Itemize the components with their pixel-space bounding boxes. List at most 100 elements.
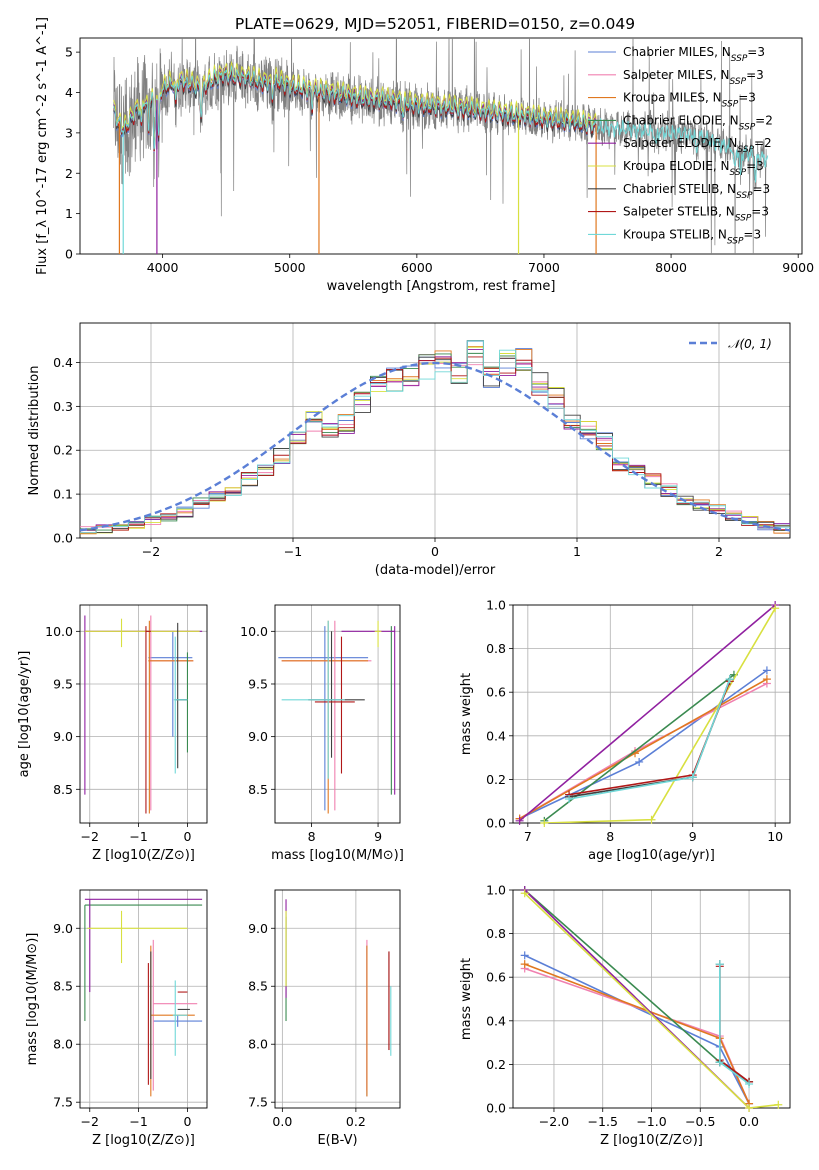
series-marker-5 — [774, 1100, 783, 1109]
legend-label-3: Chabrier ELODIE, NSSP=2 — [623, 113, 773, 132]
y-tick-label: 8.5 — [248, 782, 268, 797]
x-tick-label: 6000 — [401, 260, 433, 275]
series-marker-8 — [725, 675, 734, 684]
spectrum-legend: Chabrier MILES, NSSP=3 Salpeter MILES, NS… — [588, 45, 773, 246]
x-axis-label-massweight-vs-age: age [log10(age/yr)] — [588, 848, 715, 863]
x-tick-label: 0.0 — [272, 1114, 292, 1129]
y-tick-label: 0.1 — [53, 487, 73, 502]
x-tick-label: 7000 — [528, 260, 560, 275]
series-marker-5 — [771, 604, 780, 613]
axes-residuals: −2 −1 0 1 2 0.0 0.1 0.2 0.3 0.4 — [53, 322, 791, 559]
y-tick-label: 8.5 — [53, 782, 73, 797]
legend-label-5: Kroupa ELODIE, NSSP=3 — [623, 159, 764, 178]
y-tick-label: 1.0 — [486, 598, 506, 613]
series-marker-8 — [745, 1080, 754, 1089]
y-tick-label: 2 — [65, 166, 73, 181]
x-tick-label: −1.0 — [636, 1114, 666, 1129]
axes-frame — [79, 604, 208, 824]
x-tick-label: 4000 — [147, 260, 179, 275]
x-tick-label: 0 — [183, 829, 191, 844]
x-axis-label-residuals: (data-model)/error — [375, 563, 496, 578]
y-tick-label: 10.0 — [240, 624, 268, 639]
axes-mass-vs-EBV: 0.0 0.2 7.5 8.0 8.5 9.0 — [248, 889, 401, 1129]
y-tick-label: 0.3 — [53, 399, 73, 414]
x-tick-label: 7 — [524, 829, 532, 844]
legend-label-0: Chabrier MILES, NSSP=3 — [623, 45, 765, 64]
series-marker-5 — [540, 819, 549, 827]
x-tick-label: 8 — [308, 829, 316, 844]
y-tick-label: 0.2 — [486, 1057, 506, 1072]
x-tick-label: −2 — [81, 829, 99, 844]
x-tick-label: −1.5 — [588, 1114, 618, 1129]
y-axis-label-spectrum: Flux [f_λ 10^-17 erg cm^-2 s^-1 A^-1] — [35, 17, 50, 275]
model-spectrum-5 — [113, 60, 597, 144]
axes-frame — [274, 889, 401, 1109]
legend-label-6: Chabrier STELIB, NSSP=3 — [623, 182, 770, 201]
legend-label-7: Salpeter STELIB, NSSP=3 — [623, 205, 769, 224]
x-tick-label: 10 — [767, 829, 783, 844]
y-tick-label: 3 — [65, 125, 73, 140]
series-line-3 — [524, 890, 750, 1083]
y-tick-label: 9.0 — [53, 921, 73, 936]
series-marker-8 — [688, 773, 697, 782]
y-tick-label: 0.2 — [486, 772, 506, 787]
series-marker-0 — [520, 951, 529, 960]
axes-frame — [79, 322, 791, 539]
y-tick-label: 0.0 — [53, 531, 73, 546]
legend-label-8: Kroupa STELIB, NSSP=3 — [623, 227, 761, 246]
axes-frame — [512, 889, 791, 1109]
y-tick-label: 9.0 — [248, 921, 268, 936]
y-tick-label: 7.5 — [53, 1095, 73, 1110]
x-tick-label: 0.0 — [739, 1114, 759, 1129]
x-tick-label: 8 — [606, 829, 614, 844]
series-marker-2 — [762, 675, 771, 684]
series-line-5 — [524, 892, 779, 1108]
histogram-7 — [80, 356, 790, 534]
y-tick-label: 8.5 — [53, 979, 73, 994]
series-marker-8 — [715, 960, 724, 969]
y-axis-label-massweight-vs-age: mass weight — [459, 673, 474, 755]
series-marker-2 — [520, 960, 529, 969]
series-marker-0 — [635, 757, 644, 766]
y-tick-label: 1.0 — [486, 883, 506, 898]
axes-frame — [79, 889, 208, 1109]
series-marker-8 — [715, 1058, 724, 1067]
x-axis-label-spectrum: wavelength [Angstrom, rest frame] — [327, 279, 556, 294]
x-axis-label-mass-vs-Z: Z [log10(Z/Z⊙)] — [92, 1133, 195, 1148]
legend-label-gaussian: 𝒩(0, 1) — [728, 337, 772, 351]
y-tick-label: 0.8 — [486, 926, 506, 941]
series-line-2 — [519, 678, 768, 820]
y-tick-label: 0.4 — [53, 355, 73, 370]
axes-spectrum: 4000 5000 6000 7000 8000 9000 0 1 2 3 4 5 — [65, 37, 814, 275]
legend-label-4: Salpeter ELODIE, NSSP=2 — [623, 136, 772, 155]
y-tick-label: 8.0 — [53, 1037, 73, 1052]
x-tick-label: 0.2 — [346, 1114, 366, 1129]
y-tick-label: 7.5 — [248, 1095, 268, 1110]
y-tick-label: 9.5 — [53, 676, 73, 691]
legend-label-1: Salpeter MILES, NSSP=3 — [623, 68, 764, 87]
y-tick-label: 9.0 — [53, 729, 73, 744]
legend-label-2: Kroupa MILES, NSSP=3 — [623, 91, 756, 110]
y-tick-label: 9.0 — [248, 729, 268, 744]
x-tick-label: −0.5 — [685, 1114, 715, 1129]
x-axis-label-mass-vs-EBV: E(B-V) — [317, 1133, 357, 1148]
gaussian-reference — [80, 361, 790, 532]
y-tick-label: 8.5 — [248, 979, 268, 994]
x-tick-label: 1 — [573, 544, 581, 559]
x-tick-label: 8000 — [655, 260, 687, 275]
y-tick-label: 0.4 — [486, 1013, 506, 1028]
axes-frame — [274, 604, 401, 824]
y-axis-label-massweight-vs-Z: mass weight — [459, 958, 474, 1040]
y-tick-label: 1 — [65, 206, 73, 221]
observed-spectrum — [113, 38, 767, 254]
y-tick-label: 0 — [65, 247, 73, 262]
axes-age-vs-Z: −2 −1 0 8.5 9.0 9.5 10.0 — [45, 604, 208, 844]
model-spectrum-8 — [113, 64, 597, 150]
y-tick-label: 0.4 — [486, 728, 506, 743]
x-axis-label-massweight-vs-Z: Z [log10(Z/Z⊙)] — [600, 1133, 703, 1148]
series-marker-8 — [565, 795, 574, 804]
y-axis-label-age-vs-Z: age [log10(age/yr)] — [17, 651, 32, 778]
figure-title: PLATE=0629, MJD=52051, FIBERID=0150, z=0… — [235, 15, 635, 33]
x-tick-label: −2 — [81, 1114, 99, 1129]
y-axis-label-residuals: Normed distribution — [27, 366, 42, 496]
